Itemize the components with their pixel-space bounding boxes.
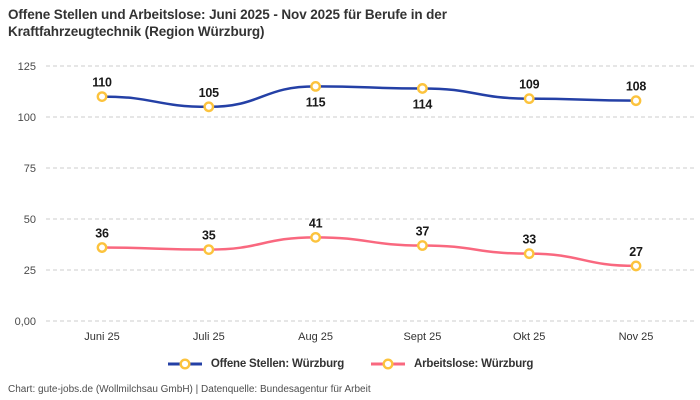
data-point-label: 41 [309,216,323,230]
x-tick-label: Juli 25 [193,331,225,343]
data-point-marker [630,260,642,272]
x-tick-label: Nov 25 [619,331,654,343]
data-point-marker [96,242,108,253]
data-point-marker [96,91,108,102]
chart-credit: Chart: gute-jobs.de (Wollmilchsau GmbH) … [8,384,371,395]
data-point-label: 114 [413,97,433,111]
y-tick-label: 25 [24,265,36,277]
y-tick-label: 125 [18,61,36,73]
data-point-label: 35 [202,229,216,243]
data-point-label: 37 [416,225,430,239]
x-tick-label: Aug 25 [298,331,333,343]
x-tick-label: Okt 25 [513,331,545,343]
data-point-label: 110 [92,76,112,90]
legend: Offene Stellen: Würzburg Arbeitslose: Wü… [0,358,700,370]
y-tick-label: 100 [18,112,36,124]
data-point-marker [203,101,215,113]
data-point-label: 27 [629,245,643,259]
data-point-label: 109 [519,78,540,92]
series-line [100,236,638,268]
data-point-label: 108 [626,80,647,94]
data-point-marker [416,240,428,251]
y-tick-label: 50 [24,214,36,226]
chart-svg: 0,00 25 50 75 100 125 Juni 25 Juli 25 Aug 25 Sept… [15,61,695,343]
legend-label-offene-stellen: Offene Stellen: Würzburg [210,358,345,370]
data-point-marker [630,95,642,107]
x-tick-label: Sept 25 [403,331,441,343]
legend-line-marker-icon [371,358,406,370]
data-point-marker [416,83,428,94]
data-point-marker [203,244,215,256]
series-line [100,85,638,109]
y-tick-label: 0,00 [15,316,36,328]
data-point-label: 33 [522,233,536,247]
legend-item-offene-stellen: Offene Stellen: Würzburg [167,358,344,370]
x-tick-label: Juni 25 [84,331,119,343]
legend-label-arbeitslose: Arbeitslose: Würzburg [414,358,534,370]
data-point-marker [310,231,321,243]
data-point-marker [523,248,535,260]
legend-item-arbeitslose: Arbeitslose: Würzburg [370,358,533,370]
data-point-marker [310,81,321,92]
chart-title: Offene Stellen und Arbeitslose: Juni 202… [8,7,447,39]
legend-line-marker-icon [167,358,202,370]
data-point-label: 115 [306,95,326,109]
y-tick-label: 75 [24,163,36,175]
data-point-label: 36 [95,227,109,241]
data-point-label: 105 [199,86,220,100]
data-point-marker [523,93,535,105]
